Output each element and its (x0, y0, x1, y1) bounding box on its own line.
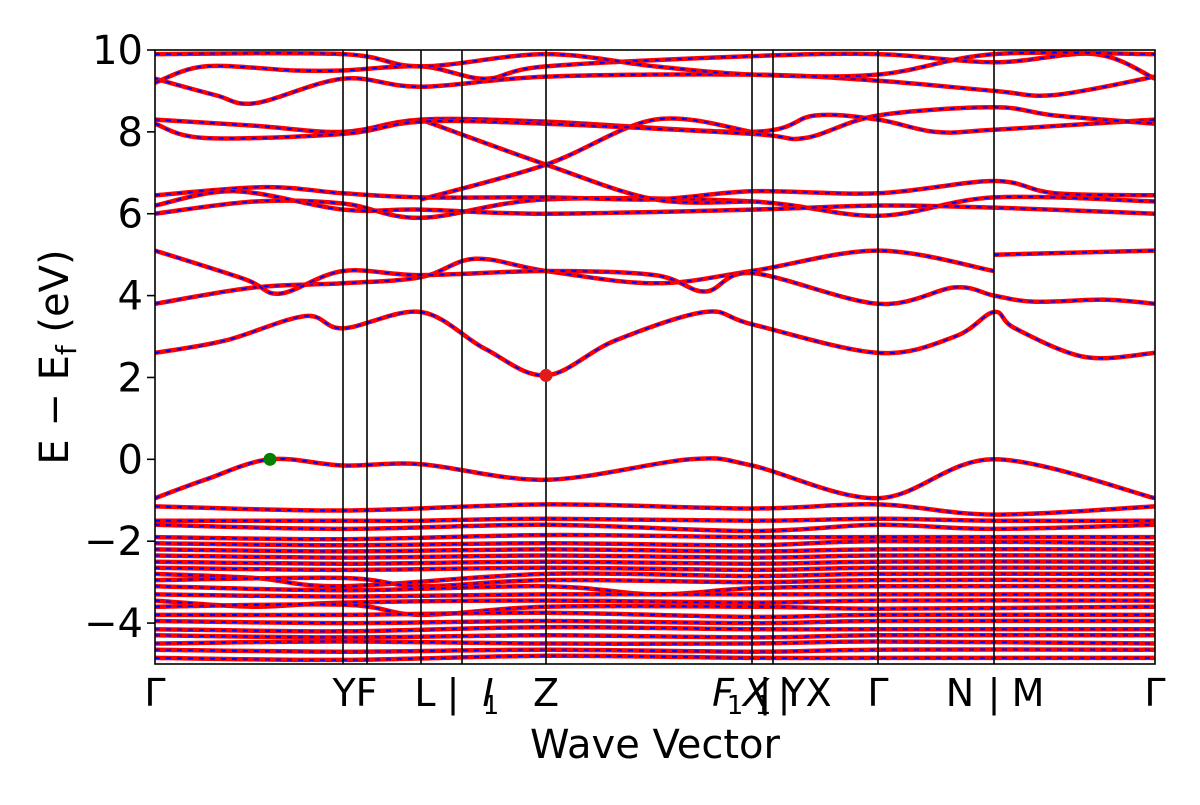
y-tick-label: −4 (84, 601, 143, 647)
y-tick-label: 8 (118, 110, 143, 156)
x-axis-ticks: Γ YF L | I Z F X| |YX Γ N | M Γ1 1 1 (144, 671, 1165, 721)
y-axis-title-main: E − E (32, 355, 78, 465)
y-tick-label: 0 (118, 437, 143, 483)
band-line-dashed (155, 457, 1155, 500)
band-line-dashed (420, 118, 753, 204)
band-line-dashed (155, 640, 1155, 645)
band-line-dashed (420, 117, 753, 201)
y-tick-label: 10 (92, 28, 143, 74)
x-tick-label: Z (533, 671, 559, 715)
x-tick-subscript: 1 (727, 691, 744, 721)
x-tick-label: Γ (1144, 671, 1165, 715)
extrema-markers (263, 368, 553, 466)
x-tick-label: YF (331, 671, 377, 715)
band-line-dashed (155, 179, 1155, 201)
band-line-dashed (155, 73, 1155, 105)
vbm-marker (263, 452, 277, 466)
band-line-dashed (155, 534, 1155, 541)
band-line-dashed (155, 560, 1155, 565)
high-symmetry-lines (342, 50, 995, 664)
x-tick-subscript: 1 (483, 691, 500, 721)
band-line (155, 105, 1155, 142)
band-line-dashed (155, 190, 1155, 215)
band-line-dashed (155, 52, 1155, 84)
y-axis-ticks: 10 8 6 4 2 0 −2 −4 (84, 28, 155, 647)
y-axis-title-unit: (eV) (32, 249, 78, 345)
band-line-dashed (155, 540, 1155, 547)
y-axis-title-subscript: f (50, 344, 83, 355)
y-tick-label: −2 (84, 519, 143, 565)
band-line-dashed (155, 310, 1155, 377)
band-line (155, 188, 1155, 216)
x-tick-label: Γ (144, 671, 165, 715)
x-tick-label: N (946, 671, 974, 715)
x-tick-label: YX (781, 671, 831, 715)
x-tick-label: I (482, 671, 493, 715)
band-line-dashed (155, 106, 1155, 141)
band-line-dashed (155, 249, 1155, 305)
x-tick-label: Γ (867, 671, 888, 715)
band-line-dashed (155, 648, 1155, 653)
band-line-dashed (155, 593, 1155, 598)
band-line-dashed (155, 554, 1155, 559)
band-line-dashed (155, 548, 1155, 553)
x-tick-label: | (778, 671, 791, 716)
band-line-dashed (155, 566, 1155, 571)
band-line-dashed (155, 113, 1155, 134)
y-axis-title: E − Ef (eV) (32, 249, 83, 464)
band-line-dashed (155, 634, 1155, 639)
band-line (155, 309, 1155, 378)
x-tick-label: F (712, 671, 735, 715)
x-tick-label: | (447, 671, 460, 716)
band-line-dashed (155, 654, 1155, 661)
x-tick-label: | (988, 671, 1001, 716)
band-line (155, 248, 1155, 307)
cbm-marker (539, 368, 553, 382)
y-tick-label: 2 (118, 355, 143, 401)
y-tick-label: 4 (118, 274, 143, 320)
x-tick-subscript: 1 (755, 691, 772, 721)
band-line-dashed (155, 51, 1155, 78)
band-line-dashed (155, 611, 1155, 618)
y-tick-label: 6 (118, 192, 143, 238)
x-axis-title: Wave Vector (530, 722, 781, 768)
band-line-dashed (993, 249, 1155, 256)
band-line-dashed (155, 619, 1155, 625)
band-lines (155, 50, 1155, 663)
x-tick-label: L (414, 671, 435, 715)
plot-frame (154, 49, 1156, 665)
x-tick-label: M (1012, 671, 1045, 715)
x-tick-label: X (741, 671, 770, 715)
band-line-dashed (155, 626, 1155, 633)
x-tick-label: | (759, 671, 772, 716)
band-line (155, 501, 1155, 517)
band-line (155, 248, 995, 307)
